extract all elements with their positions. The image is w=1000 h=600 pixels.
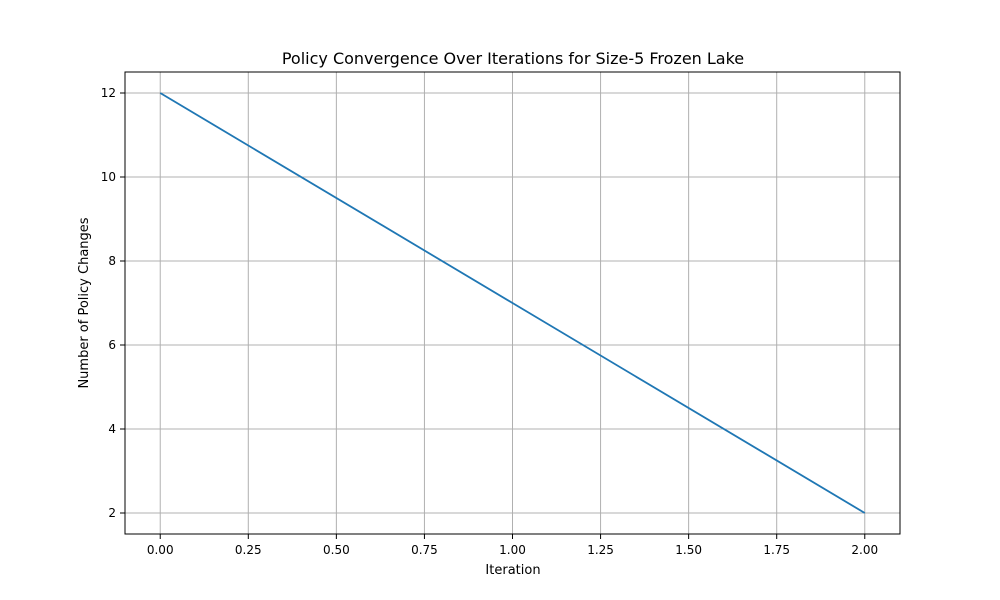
y-axis-ticks: 2 4 6 8 10 12	[101, 86, 125, 520]
x-tick-label: 1.25	[587, 543, 614, 557]
x-tick-label: 1.00	[499, 543, 526, 557]
y-tick-label: 12	[101, 86, 116, 100]
y-tick-label: 8	[108, 254, 116, 268]
x-tick-label: 1.75	[763, 543, 790, 557]
y-tick-label: 2	[108, 506, 116, 520]
x-tick-label: 0.00	[147, 543, 174, 557]
chart-title: Policy Convergence Over Iterations for S…	[282, 49, 744, 68]
x-axis-label: Iteration	[485, 563, 540, 578]
y-axis-label: Number of Policy Changes	[77, 217, 92, 388]
x-tick-label: 0.50	[323, 543, 350, 557]
x-axis-ticks: 0.00 0.25 0.50 0.75 1.00 1.25 1.50 1.75 2.00	[147, 534, 878, 557]
x-tick-label: 0.75	[411, 543, 438, 557]
x-tick-label: 2.00	[851, 543, 878, 557]
grid-lines	[125, 72, 900, 534]
series-line	[159, 92, 866, 514]
x-tick-label: 0.25	[235, 543, 262, 557]
y-tick-label: 6	[108, 338, 116, 352]
y-tick-label: 4	[108, 422, 116, 436]
y-tick-label: 10	[101, 170, 116, 184]
series-group	[159, 92, 866, 514]
x-tick-label: 1.50	[675, 543, 702, 557]
